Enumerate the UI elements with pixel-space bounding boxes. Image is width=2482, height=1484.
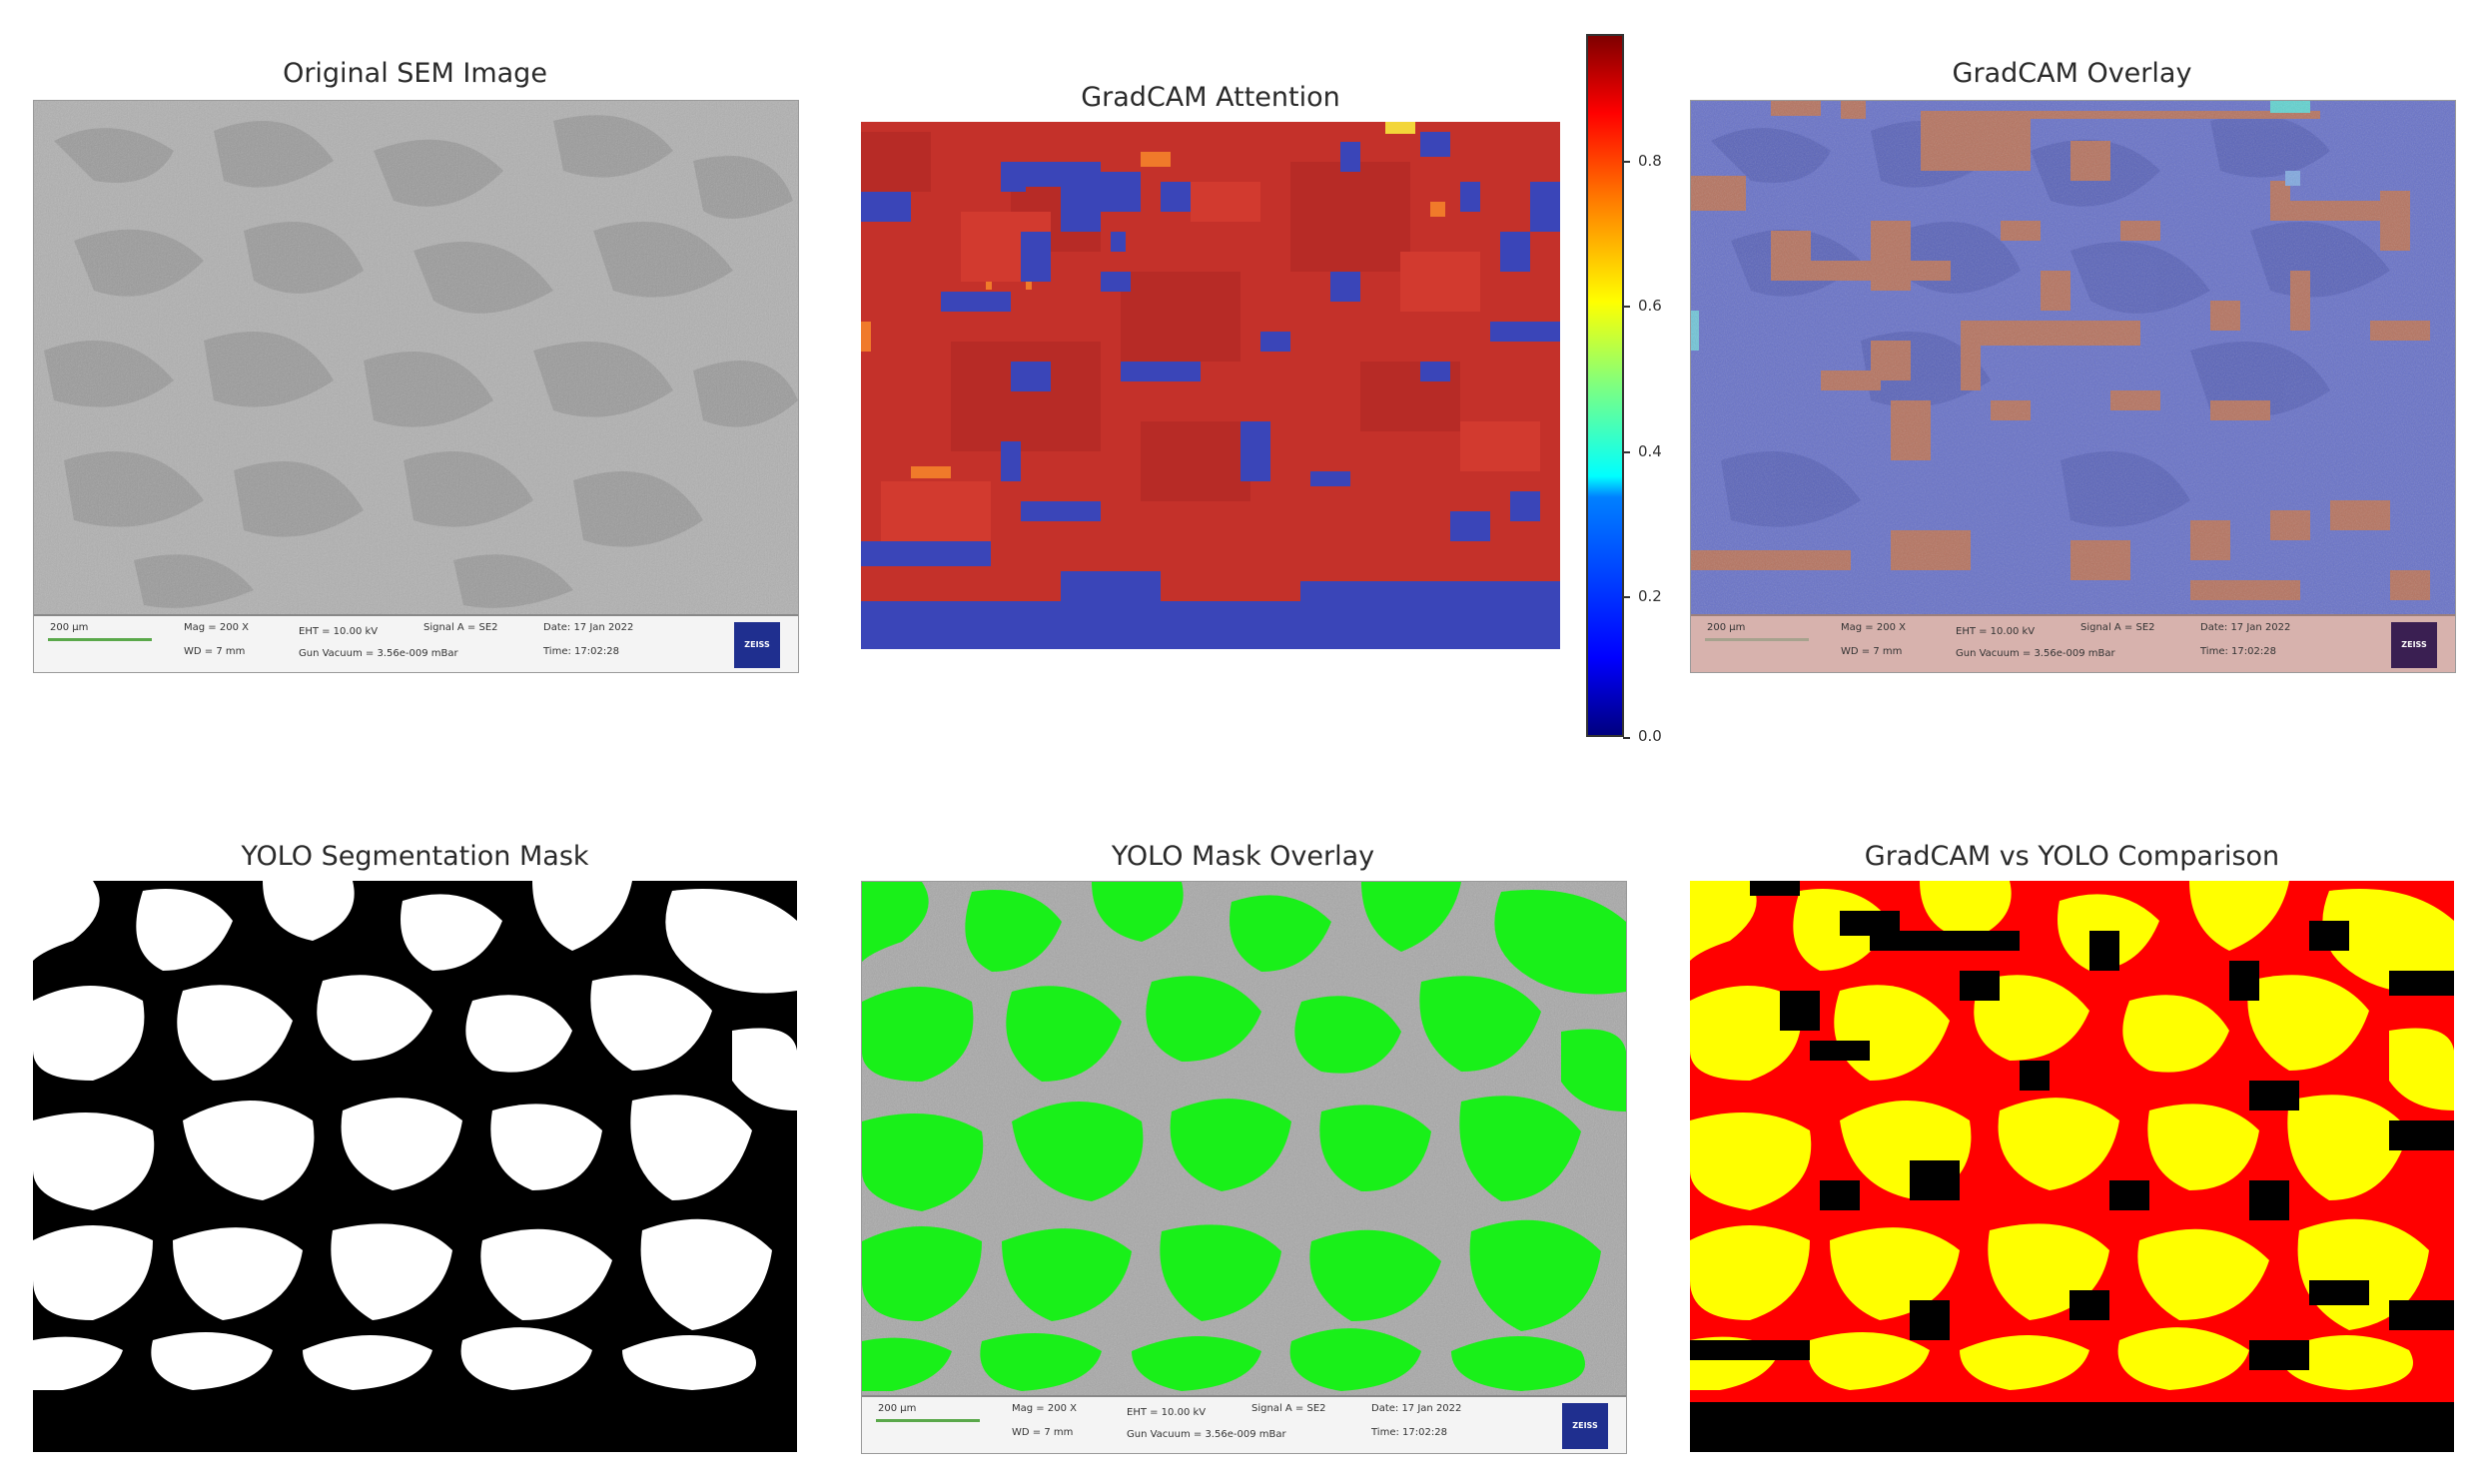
scale-bar-label: 200 µm — [1707, 622, 1746, 633]
colorbar-tick-mark — [1623, 451, 1630, 453]
signal-label: Signal A = SE2 — [2080, 622, 2155, 633]
scale-bar — [876, 1419, 980, 1422]
time-label: Time: 17:02:28 — [1371, 1427, 1447, 1438]
overlay-panel-title: GradCAM Overlay — [1952, 58, 2192, 89]
gradcam-heatmap — [861, 122, 1560, 649]
eht-label: EHT = 10.00 kV — [299, 626, 379, 637]
date-label: Date: 17 Jan 2022 — [543, 622, 634, 633]
comparison-image — [1690, 881, 2454, 1452]
gradcam-vs-yolo-comparison — [1690, 881, 2454, 1452]
colorbar-tick-mark — [1623, 306, 1630, 308]
colorbar-tick-label: 0.0 — [1638, 727, 1662, 745]
scale-bar-label: 200 µm — [50, 622, 89, 633]
colorbar-tick-mark — [1623, 161, 1630, 163]
date-label: Date: 17 Jan 2022 — [2200, 622, 2291, 633]
scale-bar — [48, 638, 152, 641]
gradcam-overlay-image — [1691, 101, 2455, 615]
signal-label: Signal A = SE2 — [1251, 1403, 1326, 1414]
zeiss-logo: ZEISS — [2391, 622, 2437, 668]
colorbar-tick-label: 0.2 — [1638, 587, 1662, 605]
vacuum-label: Gun Vacuum = 3.56e-009 mBar — [1956, 648, 2115, 659]
colorbar-tick-label: 0.4 — [1638, 442, 1662, 460]
time-label: Time: 17:02:28 — [543, 646, 619, 657]
colorbar-tick-mark — [1623, 737, 1630, 739]
scale-bar — [1705, 638, 1809, 641]
mask-overlay-image — [862, 882, 1626, 1396]
vacuum-label: Gun Vacuum = 3.56e-009 mBar — [1127, 1429, 1286, 1440]
yolo-segmentation-mask — [33, 881, 797, 1452]
scale-bar-label: 200 µm — [878, 1403, 917, 1414]
mask-overlay-info-bar: 200 µm Mag = 200 X EHT = 10.00 kV Signal… — [862, 1395, 1626, 1453]
mask-overlay-panel-title: YOLO Mask Overlay — [1111, 841, 1375, 872]
colorbar-tick-label: 0.8 — [1638, 152, 1662, 170]
overlay-info-bar: 200 µm Mag = 200 X EHT = 10.00 kV Signal… — [1691, 614, 2455, 672]
mask-image — [33, 881, 797, 1452]
sem-info-bar: 200 µm Mag = 200 X EHT = 10.00 kV Signal… — [34, 614, 798, 672]
gradcam-attention-map — [861, 122, 1560, 649]
zeiss-logo: ZEISS — [1562, 1403, 1608, 1449]
wd-label: WD = 7 mm — [1841, 646, 1903, 657]
date-label: Date: 17 Jan 2022 — [1371, 1403, 1462, 1414]
comparison-panel-title: GradCAM vs YOLO Comparison — [1864, 841, 2280, 872]
colorbar-gradient — [1586, 34, 1624, 737]
eht-label: EHT = 10.00 kV — [1127, 1407, 1207, 1418]
time-label: Time: 17:02:28 — [2200, 646, 2276, 657]
sem-panel-title: Original SEM Image — [283, 58, 547, 89]
sem-image-panel: 200 µm Mag = 200 X EHT = 10.00 kV Signal… — [33, 100, 799, 673]
yolo-mask-overlay-panel: 200 µm Mag = 200 X EHT = 10.00 kV Signal… — [861, 881, 1627, 1454]
mag-label: Mag = 200 X — [184, 622, 249, 633]
mag-label: Mag = 200 X — [1841, 622, 1906, 633]
colorbar-tick-mark — [1623, 596, 1630, 598]
signal-label: Signal A = SE2 — [423, 622, 498, 633]
vacuum-label: Gun Vacuum = 3.56e-009 mBar — [299, 648, 458, 659]
wd-label: WD = 7 mm — [1012, 1427, 1074, 1438]
wd-label: WD = 7 mm — [184, 646, 246, 657]
mask-panel-title: YOLO Segmentation Mask — [241, 841, 589, 872]
sem-micrograph — [34, 101, 798, 615]
eht-label: EHT = 10.00 kV — [1956, 626, 2036, 637]
gradcam-overlay-panel: 200 µm Mag = 200 X EHT = 10.00 kV Signal… — [1690, 100, 2456, 673]
colorbar — [1586, 34, 1676, 739]
gradcam-panel-title: GradCAM Attention — [1081, 82, 1340, 113]
colorbar-tick-label: 0.6 — [1638, 297, 1662, 315]
zeiss-logo: ZEISS — [734, 622, 780, 668]
mag-label: Mag = 200 X — [1012, 1403, 1077, 1414]
